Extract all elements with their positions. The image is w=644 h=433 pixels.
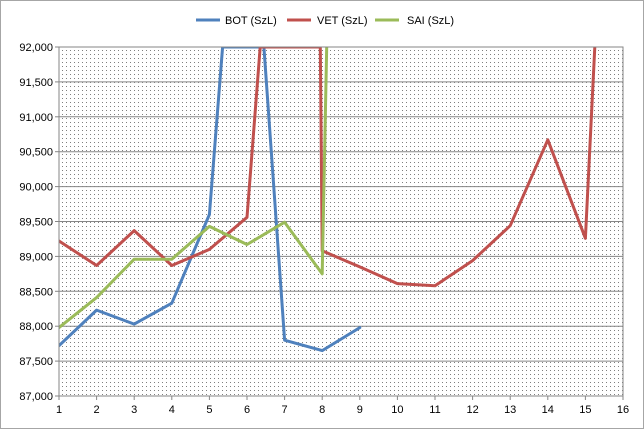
legend-label: VET (SzL) — [317, 15, 368, 27]
series-lines — [59, 47, 597, 353]
y-tick-label: 90,000 — [19, 182, 53, 194]
x-tick-label: 9 — [357, 404, 363, 416]
x-tick-label: 7 — [282, 404, 288, 416]
x-tick-label: 15 — [579, 404, 591, 416]
x-tick-label: 16 — [617, 404, 629, 416]
x-tick-label: 5 — [206, 404, 212, 416]
x-tick-label: 12 — [466, 404, 478, 416]
legend-label: BOT (SzL) — [225, 15, 277, 27]
series-line-1 — [59, 47, 362, 353]
y-tick-label: 92,000 — [19, 42, 53, 54]
y-tick-label: 91,500 — [19, 77, 53, 89]
x-tick-label: 3 — [131, 404, 137, 416]
x-tick-label: 11 — [429, 404, 440, 416]
x-axis-ticks: 1 2 3 4 5 6 7 8 9 10 11 12 13 14 15 16 — [56, 396, 629, 416]
y-tick-label: 87,000 — [19, 391, 53, 403]
series-line-3 — [59, 47, 329, 330]
x-tick-label: 1 — [56, 404, 62, 416]
x-tick-label: 13 — [504, 404, 516, 416]
x-tick-label: 2 — [94, 404, 100, 416]
x-tick-label: 8 — [319, 404, 325, 416]
y-tick-label: 89,500 — [19, 217, 53, 229]
x-tick-label: 6 — [244, 404, 250, 416]
y-axis-ticks: 87,000 87,500 88,000 88,500 89,000 89,500 90,0… — [19, 42, 59, 403]
legend-label: SAI (SzL) — [407, 15, 454, 27]
y-tick-label: 88,500 — [19, 286, 53, 298]
x-tick-label: 10 — [391, 404, 403, 416]
y-tick-label: 87,500 — [19, 356, 53, 368]
plot-border — [58, 46, 624, 397]
y-tick-label: 88,000 — [19, 321, 53, 333]
y-tick-label: 89,000 — [19, 251, 53, 263]
y-tick-label: 91,000 — [19, 112, 53, 124]
legend: BOT (SzL) VET (SzL) SAI (SzL) — [196, 15, 454, 27]
x-tick-label: 14 — [542, 404, 554, 416]
y-tick-label: 90,500 — [19, 147, 53, 159]
x-tick-label: 4 — [169, 404, 175, 416]
